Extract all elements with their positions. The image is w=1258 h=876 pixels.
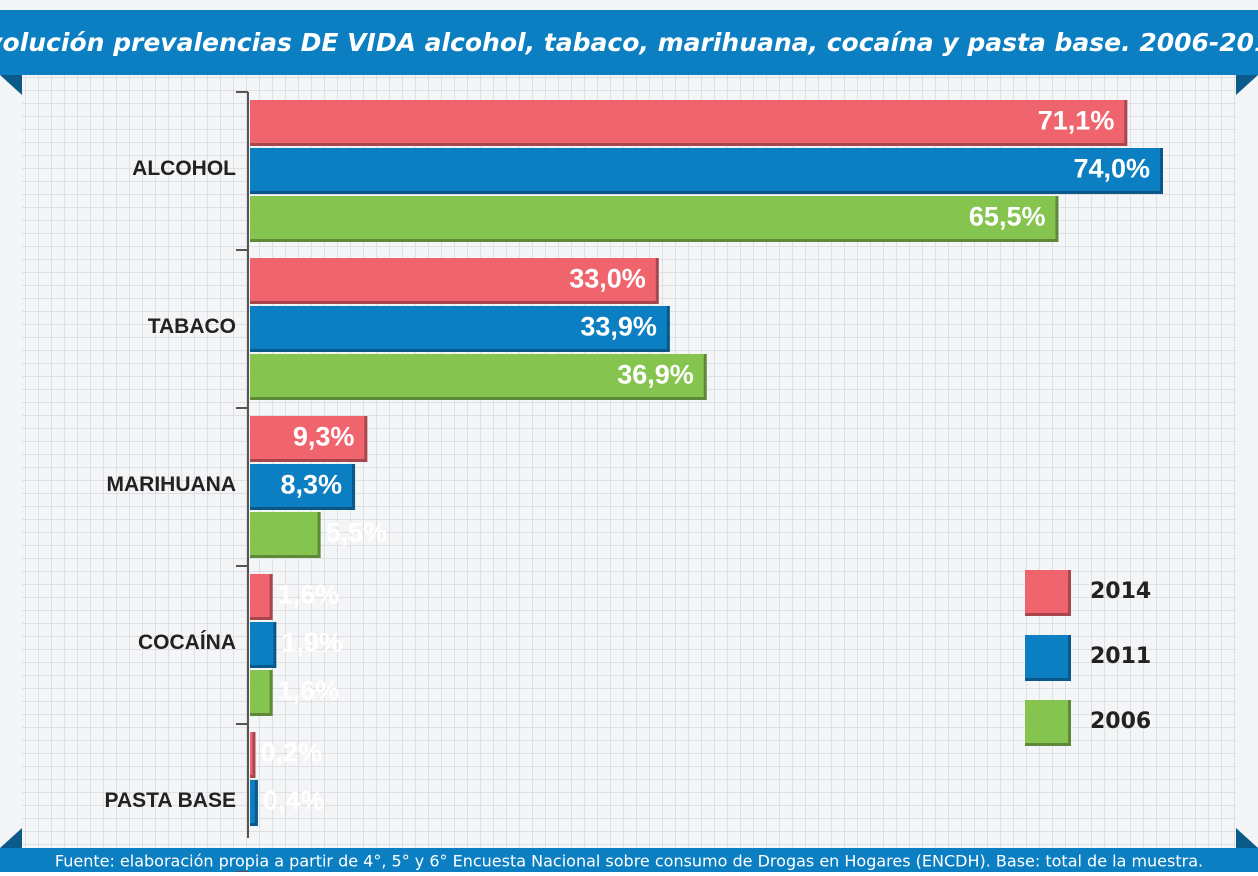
bar [250, 354, 704, 397]
chart-title: Evolución prevalencias DE VIDA alcohol, … [0, 28, 1258, 57]
category-label: MARIHUANA [107, 473, 237, 496]
value-label: 65,5% [969, 202, 1046, 232]
bar [250, 196, 1056, 239]
category-label: TABACO [148, 315, 236, 338]
banner-fold [0, 75, 22, 95]
bar [250, 464, 353, 507]
footnote: Fuente: elaboración propia a partir de 4… [55, 852, 1203, 871]
legend-label: 2006 [1090, 709, 1151, 734]
value-label: 36,9% [617, 360, 694, 390]
bar [250, 512, 318, 555]
legend-swatch [1025, 635, 1068, 678]
value-label: 8,3% [281, 470, 343, 500]
category-label: PASTA BASE [105, 789, 236, 812]
value-label: 1,6% [278, 580, 340, 610]
banner-fold [1236, 75, 1258, 95]
bar [250, 780, 255, 823]
legend-label: 2011 [1090, 644, 1151, 669]
footer-banner [0, 848, 1258, 872]
bar [250, 258, 656, 301]
bar [250, 732, 253, 775]
value-label: 74,0% [1073, 154, 1150, 184]
legend-swatch [1025, 570, 1068, 613]
value-label: 71,1% [1038, 106, 1115, 136]
value-label: 5,5% [326, 518, 388, 548]
bar [250, 622, 274, 665]
value-label: 9,3% [293, 422, 355, 452]
bar [250, 306, 667, 349]
bar [250, 100, 1125, 143]
value-label: 1,6% [278, 676, 340, 706]
value-label: 0,4% [263, 786, 325, 816]
bar [250, 148, 1160, 191]
bar [250, 416, 365, 459]
value-label: 33,9% [580, 312, 657, 342]
value-label: 1,9% [281, 628, 343, 658]
bar-shadow [250, 732, 256, 778]
bar [250, 574, 270, 617]
footer-fold [1236, 828, 1258, 848]
value-label: 33,0% [569, 264, 646, 294]
legend-label: 2014 [1090, 579, 1151, 604]
footer-fold [0, 828, 22, 848]
bar [250, 670, 270, 713]
value-label: 0,2% [260, 738, 322, 768]
category-label: COCAÍNA [138, 631, 236, 654]
category-label: ALCOHOL [132, 157, 236, 180]
legend-swatch [1025, 700, 1068, 743]
title-banner [0, 10, 1258, 75]
